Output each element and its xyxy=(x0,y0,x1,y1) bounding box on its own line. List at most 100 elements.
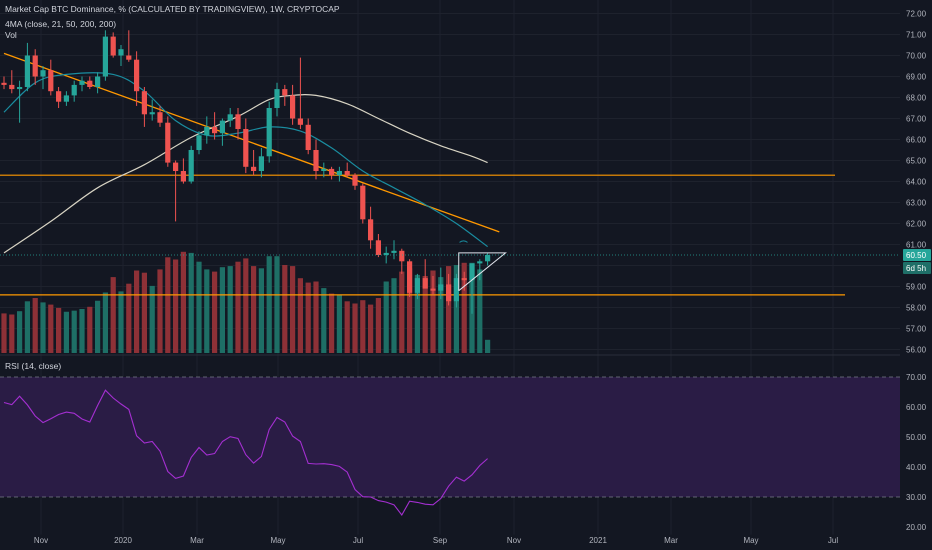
volume-legend[interactable]: Vol xyxy=(5,30,17,40)
volume-bar xyxy=(141,272,147,353)
candle-body xyxy=(235,114,241,129)
countdown-tag xyxy=(903,262,931,274)
volume-bar xyxy=(40,302,46,353)
candle-body xyxy=(227,114,233,121)
volume-bar xyxy=(391,278,397,353)
candle-body xyxy=(438,284,444,291)
volume-bar xyxy=(24,301,30,353)
volume-bar xyxy=(477,269,483,353)
candle-body xyxy=(368,219,374,241)
volume-bar xyxy=(157,269,163,353)
volume-bar xyxy=(212,271,218,353)
candle-body xyxy=(258,156,264,171)
rsi-tick-label: 50.00 xyxy=(906,433,927,442)
volume-bar xyxy=(290,266,296,353)
volume-bar xyxy=(102,292,108,353)
candle-body xyxy=(95,76,101,87)
candlesticks[interactable] xyxy=(1,30,491,314)
price-tags: 60.50 6d 5h xyxy=(903,249,931,274)
volume-bar xyxy=(173,259,179,353)
time-tick-label: 2021 xyxy=(589,536,607,545)
candle-body xyxy=(290,95,296,119)
price-tick-label: 61.00 xyxy=(906,241,927,250)
volume-bar xyxy=(383,281,389,353)
volume-bar xyxy=(134,270,140,353)
chart-title[interactable]: Market Cap BTC Dominance, % (CALCULATED … xyxy=(5,4,340,14)
candle-body xyxy=(141,91,147,115)
candle-body xyxy=(24,55,30,87)
time-tick-label: Jul xyxy=(353,536,363,545)
candle-body xyxy=(391,250,397,253)
candle-body xyxy=(219,120,225,134)
candle-body xyxy=(414,278,420,293)
candle-body xyxy=(32,55,38,77)
price-tick-label: 64.00 xyxy=(906,178,927,187)
candle-body xyxy=(407,261,413,293)
time-axis[interactable]: Nov 2020 Mar May Jul Sep Nov 2021 Mar May Jul xyxy=(34,536,838,545)
volume-bar xyxy=(32,298,38,353)
volume-bar xyxy=(204,269,210,353)
price-tick-label: 69.00 xyxy=(906,73,927,82)
candle-body xyxy=(375,240,381,255)
rsi-legend[interactable]: RSI (14, close) xyxy=(5,361,62,371)
volume-bar xyxy=(251,266,257,353)
candle-body xyxy=(102,36,108,77)
volume-bar xyxy=(407,268,413,353)
price-tick-label: 65.00 xyxy=(906,157,927,166)
candle-body xyxy=(360,185,366,220)
last-price-tag xyxy=(903,249,931,261)
volume-bar xyxy=(266,256,272,353)
price-tick-label: 67.00 xyxy=(906,115,927,124)
ma-21-line xyxy=(3,72,488,248)
volume-bar xyxy=(446,266,452,353)
volume-bar xyxy=(188,252,194,353)
descending-trendline xyxy=(3,52,500,233)
candle-body xyxy=(243,129,249,167)
time-tick-label: Nov xyxy=(507,536,521,545)
price-tick-label: 72.00 xyxy=(906,10,927,19)
candle-body xyxy=(110,36,116,56)
candle-body xyxy=(173,162,179,171)
volume-bar xyxy=(118,291,124,353)
rsi-line xyxy=(0,376,900,516)
candle-body xyxy=(344,171,350,176)
pattern-drawings[interactable] xyxy=(0,240,900,292)
candle-body xyxy=(56,91,62,102)
price-tick-label: 68.00 xyxy=(906,94,927,103)
rsi-tick-label: 60.00 xyxy=(906,403,927,412)
price-tick-label: 62.00 xyxy=(906,220,927,229)
volume-bar xyxy=(297,278,303,353)
price-axis[interactable]: 56.0057.0058.0059.0060.0061.0062.0063.00… xyxy=(906,10,927,355)
volume-bar xyxy=(336,294,342,353)
volume-bar xyxy=(344,301,350,353)
candle-body xyxy=(204,126,210,136)
price-tick-label: 59.00 xyxy=(906,283,927,292)
price-tick-label: 66.00 xyxy=(906,136,927,145)
time-tick-label: Mar xyxy=(190,536,204,545)
candle-body xyxy=(461,278,467,281)
last-price-value: 60.50 xyxy=(906,251,927,260)
horizontal-trendlines[interactable] xyxy=(0,52,845,296)
volume-bar xyxy=(399,271,405,353)
time-tick-label: Jul xyxy=(828,536,838,545)
volume-bars xyxy=(1,251,491,353)
candle-body xyxy=(336,171,342,176)
time-tick-label: May xyxy=(743,536,758,545)
volume-bar xyxy=(63,311,69,353)
volume-bar xyxy=(110,277,116,353)
candle-body xyxy=(196,135,202,150)
volume-bar xyxy=(56,307,62,353)
candle-body xyxy=(180,171,186,182)
time-tick-label: May xyxy=(270,536,285,545)
rsi-axis[interactable]: 20.00 30.00 40.00 50.00 60.00 70.00 xyxy=(906,373,927,532)
time-tick-label: Nov xyxy=(34,536,48,545)
rsi-band xyxy=(0,377,900,497)
volume-bar xyxy=(165,257,171,353)
candle-body xyxy=(352,175,358,186)
pattern-mark xyxy=(459,240,468,243)
time-tick-label: 2020 xyxy=(114,536,132,545)
volume-bar xyxy=(17,311,23,353)
candle-body xyxy=(469,263,475,281)
ma-legend[interactable]: 4MA (close, 21, 50, 200, 200) xyxy=(5,19,117,29)
